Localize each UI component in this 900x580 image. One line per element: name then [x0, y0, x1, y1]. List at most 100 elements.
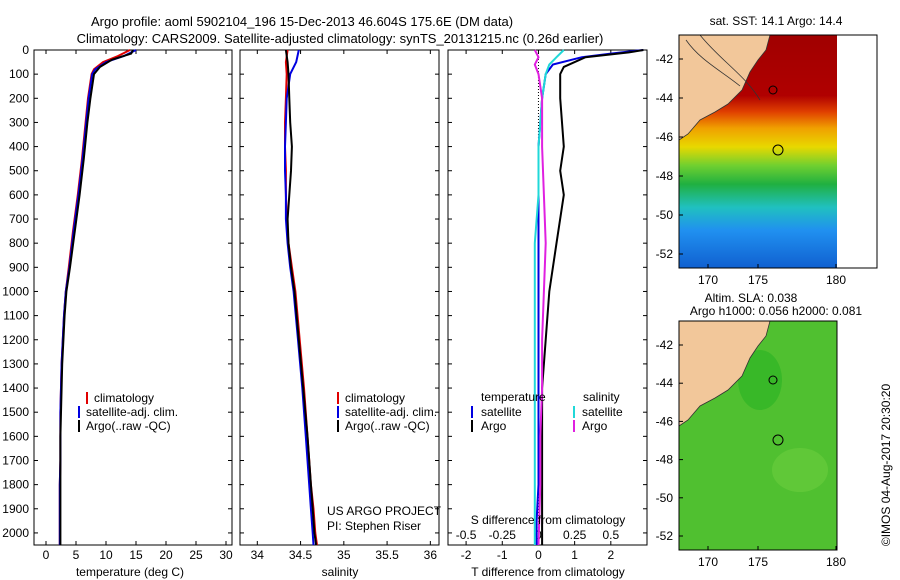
- legend-climatology-label: climatology: [94, 391, 154, 405]
- map-x-tick-label: 175: [748, 555, 768, 569]
- temperature-x-axis: 0 5 10 15 20 25 30: [43, 50, 233, 562]
- depth-axis: 0 100 200 300 400 500 600 700 800 900 1000 1100 1200…: [2, 43, 647, 540]
- map-y-tick-label: -42: [656, 52, 674, 66]
- sst-map-axes: -42 -44 -46 -48 -50 -52 170 175 180: [656, 52, 847, 287]
- depth-tick-label: 1300: [2, 357, 29, 371]
- salinity-panel: [239, 49, 440, 546]
- depth-tick-label: 2000: [2, 526, 29, 540]
- map-x-tick-label: 170: [698, 555, 718, 569]
- map-x-tick-label: 175: [748, 273, 768, 287]
- legend-t-argo-label: Argo: [481, 419, 507, 433]
- map-y-tick-label: -52: [656, 529, 674, 543]
- sla-map-title-line2: Argo h1000: 0.056 h2000: 0.081: [690, 304, 862, 318]
- x-tick-label: 35: [337, 548, 351, 562]
- top-tick-label: 0.5: [602, 528, 619, 542]
- sla-land: [679, 321, 771, 427]
- difference-top-ticks: -0.5 -0.25 0 0.25 0.5: [456, 528, 620, 542]
- depth-tick-label: 800: [9, 236, 29, 250]
- depth-tick-label: 1900: [2, 502, 29, 516]
- map-y-tick-label: -48: [656, 169, 674, 183]
- sst-map-frame: [678, 34, 878, 269]
- x-tick-label: 0: [43, 548, 50, 562]
- x-tick-label: 34.5: [289, 548, 313, 562]
- figure-title-line2: Climatology: CARS2009. Satellite-adjuste…: [77, 31, 604, 46]
- depth-tick-label: 1100: [3, 309, 29, 323]
- sla-anomaly: [772, 448, 828, 492]
- x-tick-label: 5: [73, 548, 80, 562]
- depth-tick-label: 1500: [2, 405, 29, 419]
- series-line-s-argo: [533, 49, 547, 546]
- figure-title-line1: Argo profile: aoml 5902104_196 15-Dec-20…: [91, 14, 513, 29]
- depth-tick-label: 1600: [2, 429, 29, 443]
- top-tick-label: -0.25: [489, 528, 517, 542]
- series-line-t-satellite: [535, 49, 644, 545]
- depth-tick-label: 900: [9, 260, 29, 274]
- temperature-series: [58, 49, 137, 545]
- x-tick-label: 36: [424, 548, 438, 562]
- map-y-tick-label: -46: [656, 130, 674, 144]
- series-line-satellite: [58, 49, 137, 545]
- depth-tick-label: 300: [9, 115, 29, 129]
- argo-float-marker: [772, 434, 784, 446]
- series-line-s-satellite: [533, 49, 565, 545]
- legend-temperature-header: temperature: [481, 390, 546, 404]
- sla-anomaly: [738, 350, 782, 410]
- map-x-tick-label: 180: [826, 273, 846, 287]
- temperature-panel: [33, 49, 233, 546]
- depth-tick-label: 1700: [2, 453, 29, 467]
- argo-float-marker: [772, 144, 784, 156]
- legend-argo-label: Argo(..raw -QC): [86, 419, 171, 433]
- project-annotation: US ARGO PROJECT: [327, 504, 442, 518]
- map-y-tick-label: -44: [656, 91, 674, 105]
- depth-tick-label: 100: [9, 67, 29, 81]
- x-tick-label: 0: [535, 548, 542, 562]
- series-line-argo: [59, 49, 134, 545]
- depth-tick-label: 400: [9, 140, 29, 154]
- series-line-t-argo: [541, 49, 644, 545]
- x-tick-label: 20: [159, 548, 173, 562]
- depth-tick-label: 1200: [2, 333, 29, 347]
- temperature-legend: climatology satellite-adj. clim. Argo(..…: [78, 391, 178, 433]
- top-tick-label: -0.5: [456, 528, 477, 542]
- x-tick-label: 10: [99, 548, 113, 562]
- map-y-tick-label: -52: [656, 247, 674, 261]
- map-y-tick-label: -48: [656, 453, 674, 467]
- legend-argo-label: Argo(..raw -QC): [345, 419, 430, 433]
- legend-satellite-label: satellite-adj. clim.: [345, 405, 437, 419]
- difference-legend: temperature salinity satellite Argo sate…: [471, 390, 623, 433]
- difference-xlabel: T difference from climatology: [471, 565, 625, 579]
- x-tick-label: 1: [571, 548, 578, 562]
- x-tick-label: 35.5: [375, 548, 399, 562]
- legend-t-satellite-label: satellite: [481, 405, 522, 419]
- salinity-x-axis: 34 34.5 35 35.5 36: [251, 50, 438, 562]
- series-line-climatology: [58, 49, 131, 545]
- sst-coast-contour: [685, 35, 761, 101]
- x-tick-label: -1: [497, 548, 508, 562]
- x-tick-label: 15: [129, 548, 143, 562]
- top-tick-label: 0.25: [563, 528, 587, 542]
- difference-panel: [447, 49, 648, 546]
- depth-tick-label: 1800: [2, 478, 29, 492]
- pi-annotation: PI: Stephen Riser: [327, 519, 421, 533]
- x-tick-label: -2: [461, 548, 472, 562]
- map-y-tick-label: -46: [656, 414, 674, 428]
- map-y-tick-label: -42: [656, 338, 674, 352]
- difference-series: [533, 49, 644, 546]
- map-x-tick-label: 170: [698, 273, 718, 287]
- x-tick-label: 25: [189, 548, 203, 562]
- sla-map: [679, 321, 837, 550]
- temperature-xlabel: temperature (deg C): [76, 565, 184, 579]
- salinity-series: [284, 49, 318, 546]
- difference-xlabel-top: S difference from climatology: [471, 513, 626, 527]
- legend-climatology-label: climatology: [345, 391, 405, 405]
- map-y-tick-label: -50: [656, 208, 674, 222]
- depth-tick-label: 500: [9, 164, 29, 178]
- depth-tick-label: 0: [22, 43, 29, 57]
- salinity-xlabel: salinity: [322, 565, 359, 579]
- series-line-argo: [284, 49, 318, 546]
- credit-text: ©IMOS 04-Aug-2017 20:30:20: [879, 384, 893, 547]
- x-tick-label: 2: [607, 548, 614, 562]
- map-y-tick-label: -44: [656, 376, 674, 390]
- depth-tick-label: 200: [9, 91, 29, 105]
